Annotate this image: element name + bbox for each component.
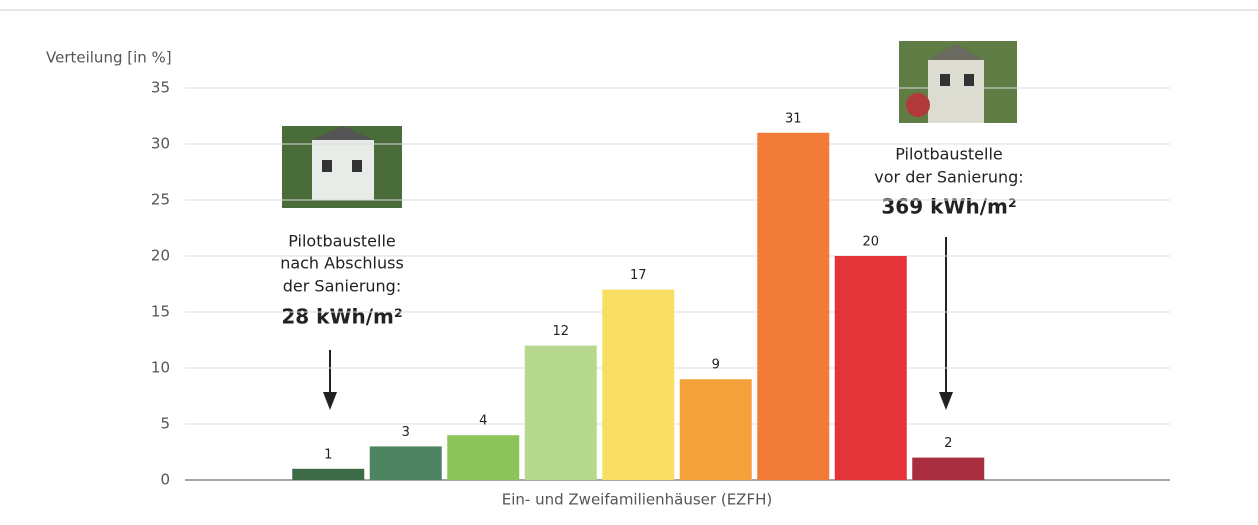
bar [447, 435, 520, 480]
y-tick-label: 15 [151, 303, 170, 321]
y-tick-label: 30 [151, 135, 170, 153]
photo-after [282, 126, 402, 208]
data-label: 31 [785, 111, 802, 126]
y-tick-label: 10 [151, 359, 170, 377]
x-axis-label: Ein- und Zweifamilienhäuser (EZFH) [502, 491, 772, 509]
annotation-line: Pilotbaustelle [895, 145, 1003, 164]
annotation-line: Pilotbaustelle [288, 232, 396, 251]
data-label: 9 [712, 358, 720, 373]
data-label: 20 [862, 235, 879, 250]
annotation-line: vor der Sanierung: [874, 168, 1023, 187]
y-axis-label: Verteilung [in %] [46, 49, 172, 67]
bar [602, 289, 675, 480]
bar [757, 132, 830, 481]
data-label: 1 [324, 447, 332, 462]
bar [524, 345, 597, 480]
y-tick-label: 0 [160, 471, 170, 489]
annotation-line: nach Abschluss [280, 254, 404, 273]
y-tick-label: 5 [160, 415, 170, 433]
bar [292, 468, 365, 480]
data-label: 17 [630, 268, 647, 283]
annotation-line: der Sanierung: [283, 277, 401, 296]
photo-before [899, 41, 1017, 123]
data-label: 4 [479, 414, 487, 429]
data-label: 2 [944, 436, 952, 451]
annotation-highlight: 28 kWh/m² [281, 305, 402, 329]
bar [679, 379, 752, 480]
bar [834, 256, 907, 480]
y-tick-label: 20 [151, 247, 170, 265]
annotation-highlight: 369 kWh/m² [881, 195, 1016, 219]
arrow-right [939, 237, 953, 410]
y-tick-label: 25 [151, 191, 170, 209]
arrow-left [323, 350, 337, 410]
data-label: 12 [552, 324, 569, 339]
y-tick-label: 35 [151, 79, 170, 97]
bar [912, 457, 985, 480]
data-label: 3 [402, 425, 410, 440]
bar [369, 446, 442, 480]
